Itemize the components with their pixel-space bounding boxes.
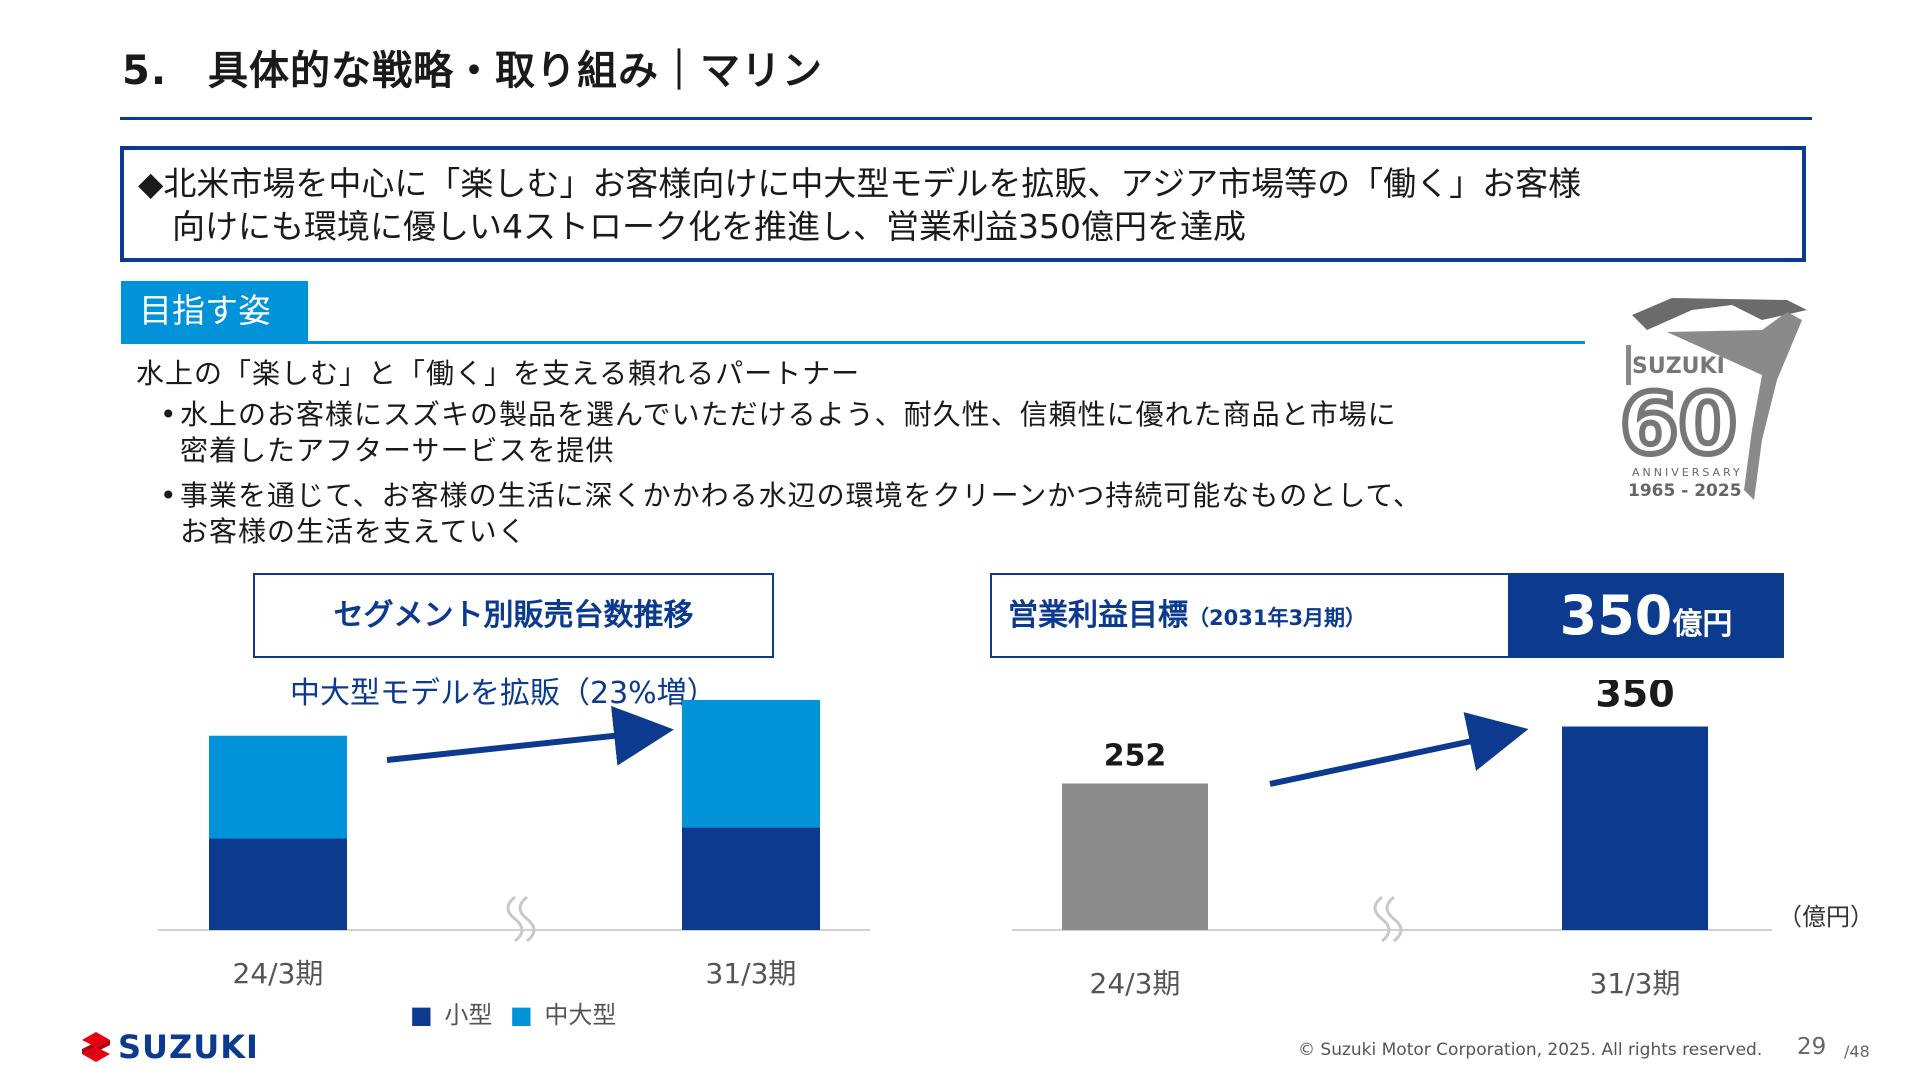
diamond-bullet-icon: ◆: [138, 164, 164, 203]
summary-text: ◆北米市場を中心に「楽しむ」お客様向けに中大型モデルを拡販、アジア市場等の「働く…: [138, 162, 1581, 248]
profit-target-box: 営業利益目標（2031年3月期） 350億円: [990, 573, 1784, 658]
legend-marker: ■: [410, 1001, 433, 1029]
vision-headline: 水上の「楽しむ」と「働く」を支える頼れるパートナー: [136, 357, 861, 390]
page-title: 5. 具体的な戦略・取り組み｜マリン: [122, 48, 824, 94]
section-divider: [121, 341, 1585, 344]
bullet-line-1: 水上のお客様にスズキの製品を選んでいただけるよう、耐久性、信頼性に優れた商品と市…: [180, 398, 1397, 431]
logo-brand-text: SUZUKI: [1632, 354, 1725, 379]
growth-arrow-icon: [1269, 712, 1529, 787]
logo-frame-shape: [1667, 312, 1802, 500]
title-divider: [120, 117, 1812, 120]
profit-target-note: （2031年3月期）: [1188, 606, 1367, 630]
x-tick-label: 31/3期: [706, 957, 797, 990]
legend-item: ■ 小型: [410, 1001, 492, 1029]
legend-item: ■ 中大型: [510, 1001, 616, 1029]
vision-bullet: • 事業を通じて、お客様の生活に深くかかわる水辺の環境をクリーンかつ持続可能なも…: [160, 478, 1422, 550]
summary-line-2: 向けにも環境に優しい4ストローク化を推進し、営業利益350億円を達成: [172, 207, 1246, 246]
vision-bullet: • 水上のお客様にスズキの製品を選んでいただけるよう、耐久性、信頼性に優れた商品…: [160, 397, 1397, 469]
page-total: /48: [1844, 1042, 1870, 1061]
bullet-line-2: 密着したアフターサービスを提供: [180, 434, 615, 467]
page-number: 29: [1797, 1034, 1827, 1060]
profit-target-label: 営業利益目標（2031年3月期）: [1008, 598, 1367, 633]
bullet-line-2: お客様の生活を支えていく: [180, 515, 527, 548]
legend-marker: ■: [510, 1001, 533, 1029]
profit-bar: [1062, 783, 1208, 930]
bullet-line-1: 事業を通じて、お客様の生活に深くかかわる水辺の環境をクリーンかつ持続可能なものと…: [180, 479, 1422, 512]
operating-profit-chart: 252 350 24/3期 31/3期 （億円）: [1012, 680, 1874, 1000]
bar-segment-small: [682, 827, 820, 930]
bar-value-label: 252: [1104, 738, 1167, 773]
anniversary-logo: SUZUKI 60 ANNIVERSARY 1965 - 2025: [1617, 298, 1807, 501]
copyright-text: © Suzuki Motor Corporation, 2025. All ri…: [1298, 1040, 1763, 1060]
bar-segment-midlarge: [682, 700, 820, 828]
logo-sixty: 60: [1620, 375, 1737, 473]
x-tick-label: 31/3期: [1590, 967, 1681, 1000]
segment-sales-chart: 24/3期 31/3期 ■ 小型 ■ 中大型: [158, 700, 870, 1029]
segment-chart-title-box: セグメント別販売台数推移: [253, 573, 774, 658]
growth-arrow-icon: [386, 705, 674, 766]
axis-break-icon: [506, 895, 536, 943]
bar-segment-midlarge: [209, 735, 347, 839]
legend-label: 中大型: [544, 1001, 616, 1029]
logo-swoosh-shape: [1632, 298, 1807, 330]
logo-frame-left: [1626, 345, 1631, 385]
suzuki-s-mark-icon: [82, 1032, 110, 1062]
axis-break-icon: [1373, 895, 1403, 943]
bullet-dot-icon: •: [160, 398, 178, 431]
suzuki-wordmark: SUZUKI: [118, 1028, 259, 1066]
legend-label: 小型: [444, 1001, 492, 1029]
suzuki-logo: SUZUKI: [78, 1028, 258, 1066]
x-tick-label: 24/3期: [1090, 967, 1181, 1000]
summary-line-1: ◆北米市場を中心に「楽しむ」お客様向けに中大型モデルを拡販、アジア市場等の「働く…: [138, 164, 1582, 203]
section-tag: 目指す姿: [121, 281, 308, 343]
profit-bar: [1562, 726, 1708, 930]
bar-value-label: 350: [1595, 680, 1674, 716]
summary-box: ◆北米市場を中心に「楽しむ」お客様向けに中大型モデルを拡販、アジア市場等の「働く…: [120, 146, 1806, 262]
logo-anniversary-label: ANNIVERSARY: [1632, 466, 1743, 479]
logo-years: 1965 - 2025: [1628, 481, 1742, 501]
unit-label: （億円）: [1778, 903, 1874, 931]
growth-annotation: 中大型モデルを拡販（23%増）: [290, 676, 717, 711]
bar-segment-small: [209, 838, 347, 930]
profit-target-value: 350億円: [1508, 573, 1784, 658]
bullet-dot-icon: •: [160, 479, 178, 512]
x-tick-label: 24/3期: [233, 957, 324, 990]
